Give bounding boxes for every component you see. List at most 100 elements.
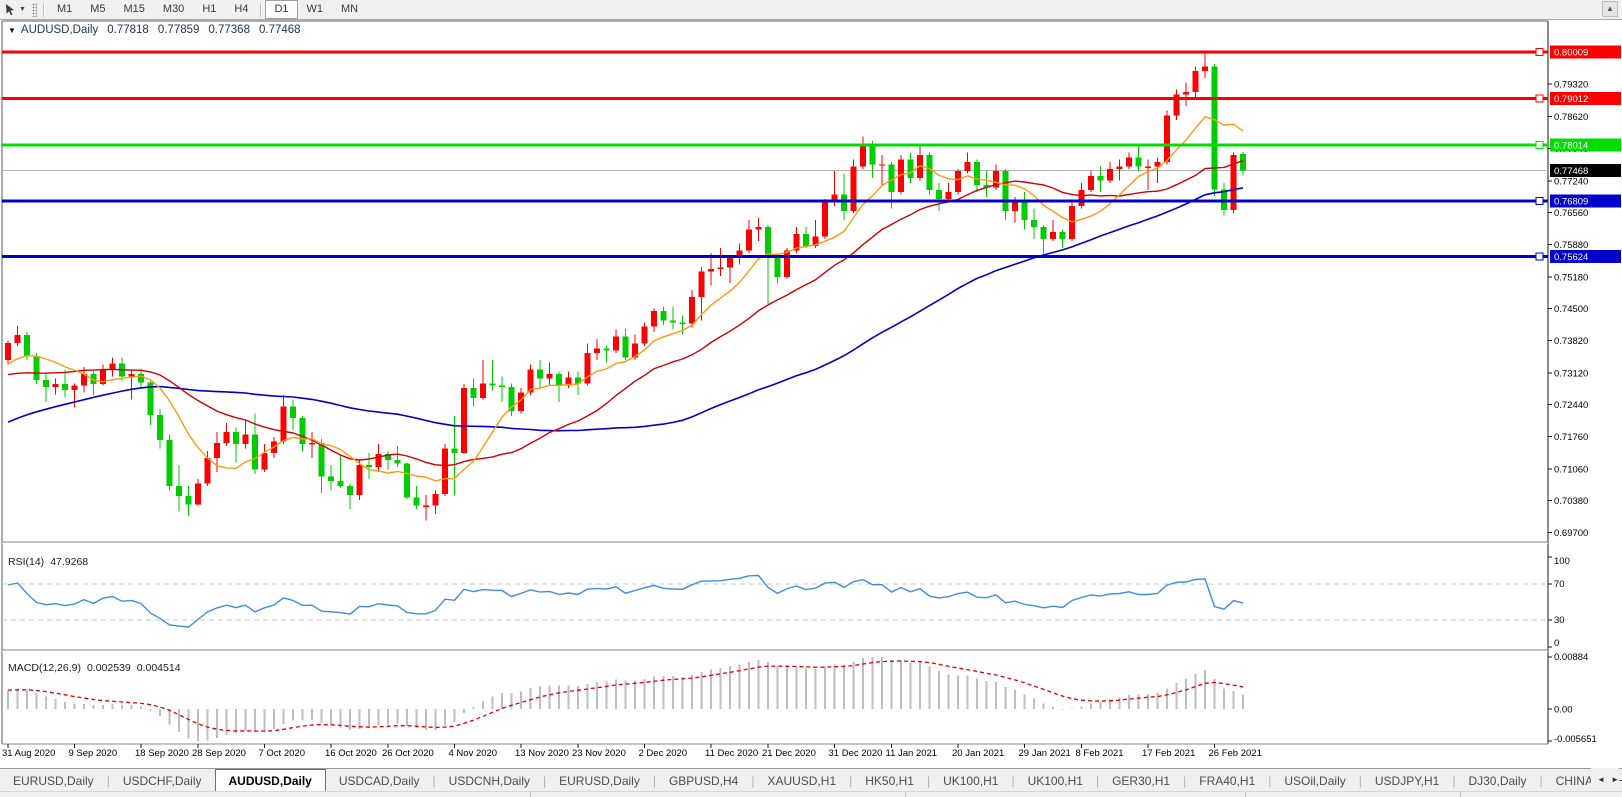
- macd-name: MACD(12,26,9): [8, 662, 81, 674]
- timeframe-toolbar: ▼ M1 M5 M15 M30 H1 H4 D1 W1 MN ▲: [0, 0, 1622, 20]
- symbol-tab-audusd-daily[interactable]: AUDUSD,Daily: [214, 769, 326, 792]
- tab-divider: |: [1268, 773, 1272, 788]
- tab-divider: |: [1452, 773, 1456, 788]
- svg-text:0.75180: 0.75180: [1554, 273, 1588, 284]
- svg-text:100: 100: [1554, 556, 1570, 567]
- svg-text:0.69700: 0.69700: [1554, 528, 1588, 539]
- svg-text:0.71060: 0.71060: [1554, 465, 1588, 476]
- symbol-tab-usdchf-daily[interactable]: USDCHF,Daily: [122, 773, 202, 788]
- svg-text:7 Oct 2020: 7 Oct 2020: [259, 748, 305, 759]
- timeframe-button-h4[interactable]: H4: [234, 3, 249, 15]
- tab-scroll-arrows: ◄ ►: [1591, 768, 1619, 791]
- symbol-tab-bar: EURUSD,Daily | USDCHF,Daily AUDUSD,Daily USD…: [0, 768, 1622, 792]
- timeframe-button-w1[interactable]: W1: [306, 3, 324, 15]
- tab-divider: |: [652, 773, 656, 788]
- svg-text:11 Jan 2021: 11 Jan 2021: [886, 748, 938, 759]
- svg-text:0.00884: 0.00884: [1554, 652, 1588, 663]
- chart-scroll-button[interactable]: ▲: [1602, 1, 1618, 17]
- rsi-name: RSI(14): [8, 556, 45, 568]
- svg-text:0.72440: 0.72440: [1554, 400, 1588, 411]
- symbol-tab-xauusd-h1[interactable]: XAUUSD,H1: [767, 773, 837, 788]
- chevron-down-icon[interactable]: ▼: [19, 6, 26, 13]
- chart-title-row: ▼ AUDUSD,Daily 0.77818 0.77859 0.77368 0.7746…: [8, 24, 301, 36]
- svg-text:0.77468: 0.77468: [1554, 166, 1588, 177]
- svg-text:13 Nov 2020: 13 Nov 2020: [515, 748, 569, 759]
- symbol-tab-fra40-h1[interactable]: FRA40,H1: [1199, 773, 1256, 788]
- timeframe-button-h1[interactable]: H1: [202, 3, 217, 15]
- timeframe-button-m30[interactable]: M30: [162, 3, 185, 15]
- toolbar-drag-handle[interactable]: [31, 2, 37, 17]
- tab-divider: |: [751, 773, 755, 788]
- status-bar: [0, 791, 1622, 797]
- tab-divider: |: [106, 773, 110, 788]
- toolbar-separator: [260, 2, 263, 17]
- timeframe-button-m5[interactable]: M5: [90, 3, 106, 15]
- svg-text:0.71760: 0.71760: [1554, 432, 1588, 443]
- svg-text:26 Feb 2021: 26 Feb 2021: [1209, 748, 1262, 759]
- svg-text:31 Aug 2020: 31 Aug 2020: [2, 748, 55, 759]
- symbol-tab-usoil-daily[interactable]: USOil,Daily: [1284, 773, 1346, 788]
- svg-text:0.00: 0.00: [1554, 705, 1573, 716]
- symbol-tab-hk50-h1[interactable]: HK50,H1: [865, 773, 914, 788]
- tab-divider: |: [849, 773, 853, 788]
- svg-text:0.75880: 0.75880: [1554, 240, 1588, 251]
- svg-text:0.75624: 0.75624: [1554, 252, 1588, 263]
- cursor-tool-icon[interactable]: [2, 2, 18, 17]
- ohlc-high: 0.77859: [157, 24, 200, 36]
- svg-text:0.78014: 0.78014: [1554, 140, 1588, 151]
- symbol-tab-uk100-h1[interactable]: UK100,H1: [943, 773, 999, 788]
- svg-text:9 Sep 2020: 9 Sep 2020: [69, 748, 118, 759]
- svg-text:-0.005651: -0.005651: [1554, 734, 1597, 745]
- macd-indicator-label: MACD(12,26,9) 0.002539 0.004514: [8, 662, 181, 674]
- rsi-indicator-label: RSI(14) 47.9268: [8, 556, 88, 568]
- svg-text:0.74500: 0.74500: [1554, 304, 1588, 315]
- tab-divider: |: [1095, 773, 1100, 788]
- symbol-tab-usdjpy-h1[interactable]: USDJPY,H1: [1374, 773, 1440, 788]
- svg-text:0.73820: 0.73820: [1554, 336, 1588, 347]
- symbol-tab-usdcnh-daily[interactable]: USDCNH,Daily: [448, 773, 531, 788]
- svg-text:0.70380: 0.70380: [1554, 496, 1588, 507]
- timeframe-button-d1[interactable]: D1: [265, 0, 298, 19]
- svg-text:0.78620: 0.78620: [1554, 112, 1588, 123]
- chart-symbol-title: AUDUSD,Daily: [20, 24, 99, 36]
- symbol-tab-eurusd-daily[interactable]: EURUSD,Daily: [13, 773, 94, 788]
- macd-signal-value: 0.004514: [136, 662, 181, 674]
- toolbar-separator: [42, 2, 45, 17]
- macd-main-value: 0.002539: [86, 662, 131, 674]
- symbol-tab-gbpusd-h4[interactable]: GBPUSD,H4: [668, 773, 739, 788]
- svg-text:11 Dec 2020: 11 Dec 2020: [705, 748, 758, 759]
- tab-divider: |: [1358, 773, 1362, 788]
- symbol-tab-ger30-h1[interactable]: GER30,H1: [1112, 773, 1171, 788]
- svg-text:26 Oct 2020: 26 Oct 2020: [382, 748, 434, 759]
- ohlc-open: 0.77818: [107, 24, 149, 36]
- svg-text:30: 30: [1554, 615, 1565, 626]
- symbol-tab-usdcad-daily[interactable]: USDCAD,Daily: [338, 773, 420, 788]
- timeframe-button-m15[interactable]: M15: [123, 3, 145, 15]
- svg-text:0.80009: 0.80009: [1554, 48, 1588, 59]
- symbol-tab-dj30-daily[interactable]: DJ30,Daily: [1468, 773, 1527, 788]
- ohlc-close: 0.77468: [258, 24, 301, 36]
- tab-scroll-left-icon[interactable]: ◄: [1597, 775, 1606, 784]
- ohlc-low: 0.77368: [208, 24, 250, 36]
- chart-title-marker-icon[interactable]: ▼: [8, 26, 16, 35]
- tab-scroll-right-icon[interactable]: ►: [1611, 775, 1619, 784]
- timeframe-button-m1[interactable]: M1: [56, 3, 73, 15]
- timeframe-button-mn[interactable]: MN: [341, 3, 359, 15]
- tab-divider: |: [926, 773, 931, 788]
- svg-text:23 Nov 2020: 23 Nov 2020: [572, 748, 626, 759]
- svg-text:0.79012: 0.79012: [1554, 94, 1588, 105]
- svg-text:16 Oct 2020: 16 Oct 2020: [325, 748, 377, 759]
- svg-text:4 Nov 2020: 4 Nov 2020: [449, 748, 498, 759]
- svg-text:2 Dec 2020: 2 Dec 2020: [639, 748, 688, 759]
- symbol-tab-eurusd-daily[interactable]: EURUSD,Daily: [559, 773, 640, 788]
- tab-divider: |: [1011, 773, 1015, 788]
- svg-text:0: 0: [1554, 638, 1559, 649]
- svg-text:8 Feb 2021: 8 Feb 2021: [1076, 748, 1124, 759]
- symbol-tab-uk100-h1[interactable]: UK100,H1: [1027, 773, 1083, 788]
- rsi-value: 47.9268: [50, 556, 89, 568]
- tab-divider: |: [1539, 773, 1543, 788]
- svg-text:29 Jan 2021: 29 Jan 2021: [1019, 748, 1071, 759]
- svg-text:0.77240: 0.77240: [1554, 177, 1588, 188]
